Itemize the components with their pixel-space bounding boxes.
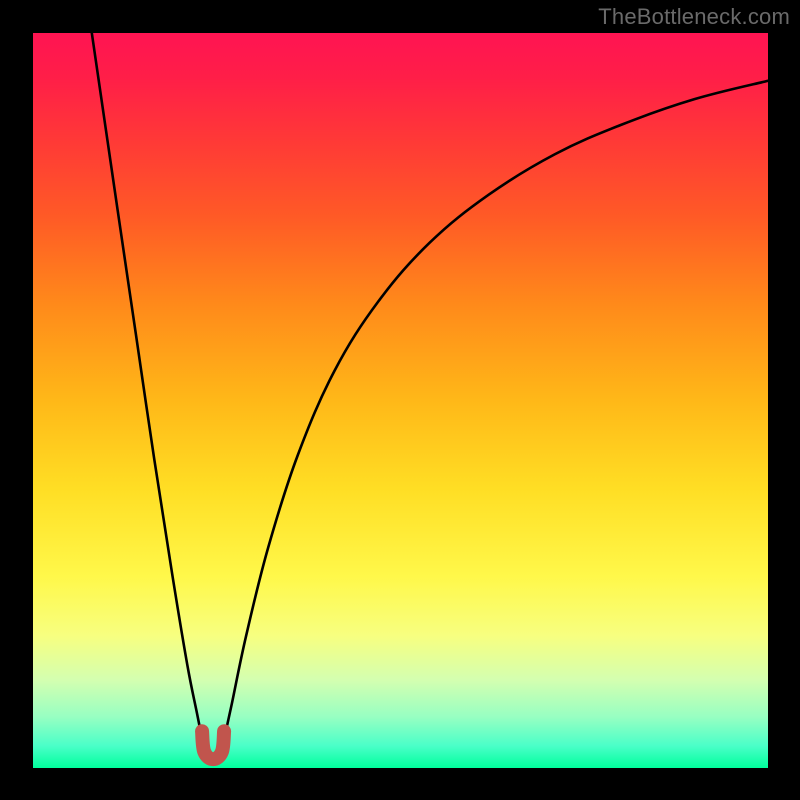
gradient-background bbox=[33, 33, 768, 768]
plot-area bbox=[33, 33, 768, 768]
chart-root: TheBottleneck.com bbox=[0, 0, 800, 800]
plot-svg bbox=[33, 33, 768, 768]
watermark-text: TheBottleneck.com bbox=[598, 4, 790, 30]
